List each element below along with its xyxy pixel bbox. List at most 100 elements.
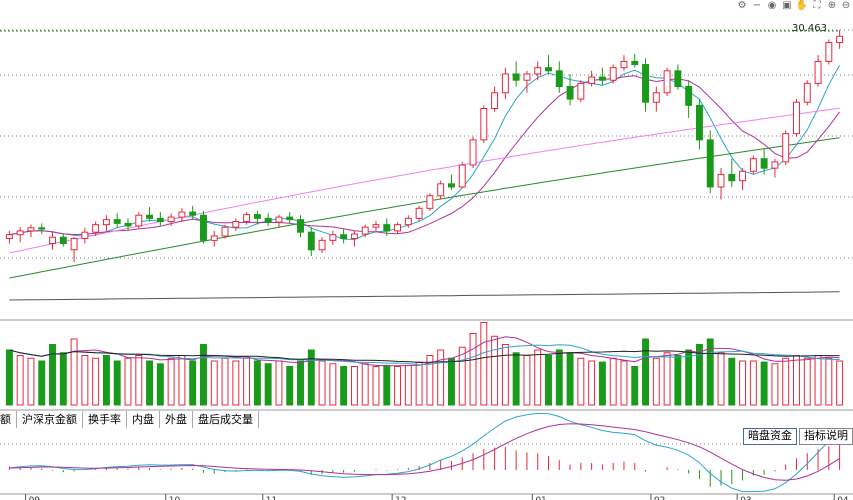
candle-body (523, 73, 531, 81)
volume-bar (566, 352, 574, 406)
candle-body (361, 226, 369, 235)
candle-body (404, 217, 412, 226)
volume-bar (286, 366, 294, 406)
volume-bar (534, 349, 542, 406)
candle-body (598, 76, 606, 81)
volume-bar (631, 366, 639, 406)
volume-bar (793, 355, 800, 406)
candle-body (652, 92, 660, 103)
volume-bar (512, 352, 520, 406)
candle-body (491, 92, 499, 109)
volume-bar (243, 357, 251, 406)
volume-bar (340, 366, 348, 406)
candle-body (372, 224, 380, 228)
ma10-line (9, 75, 841, 236)
volume-bar (156, 363, 164, 406)
candle-body (555, 70, 563, 88)
candles (5, 30, 844, 263)
volume-bar (426, 355, 434, 406)
tab-amount[interactable]: 额 (0, 411, 17, 428)
volume-bar (555, 349, 563, 406)
volume-bar (49, 344, 56, 406)
volume-bar (803, 357, 811, 406)
tab-market-amount[interactable]: 沪深京金额 (17, 411, 83, 428)
date-label: 01 (535, 496, 546, 500)
candle-body (631, 60, 639, 66)
moving-average-lines (9, 64, 841, 301)
volume-bar (59, 352, 67, 406)
candle-body (49, 236, 56, 244)
tab-inner[interactable]: 内盘 (127, 411, 160, 428)
candle-body (695, 104, 703, 141)
candle-body (760, 158, 768, 169)
volume-bars (5, 322, 844, 406)
macd-dif-line (9, 412, 840, 493)
candle-body (728, 173, 736, 182)
volume-bar (253, 360, 261, 406)
tab-dark-fund[interactable]: 暗盘资金 (743, 428, 797, 445)
candle-body (685, 86, 693, 106)
volume-bar (146, 360, 154, 406)
volume-bar (717, 352, 725, 406)
volume-bar (307, 349, 315, 406)
volume-bar (81, 355, 89, 406)
volume-indicator-tabs: 额 沪深京金额 换手率 内盘 外盘 盘后成交量 (0, 411, 259, 428)
volume-bar (577, 357, 585, 406)
fullscreen-icon[interactable]: ⛶ (813, 0, 821, 11)
volume-bar (609, 357, 617, 406)
volume-bar (836, 360, 844, 406)
candle-body (383, 224, 391, 232)
volume-bar (275, 360, 283, 406)
volume-bar (501, 344, 509, 406)
minus-icon[interactable]: − (752, 0, 762, 11)
volume-bar (545, 355, 552, 406)
volume-bar (189, 360, 197, 406)
settings-icon[interactable]: ⚙ (737, 0, 747, 11)
candle-body (210, 235, 218, 241)
tab-indicator-help[interactable]: 指标说明 (799, 428, 853, 445)
tab-after-hours-volume[interactable]: 盘后成交量 (193, 411, 259, 428)
candle-body (588, 76, 596, 84)
candle-body (27, 227, 35, 232)
eye-icon[interactable]: ◉ (767, 0, 777, 11)
volume-bar (685, 349, 693, 406)
candle-body (156, 217, 164, 223)
candle-body (16, 230, 24, 236)
date-axis: 09 10 11 12 01 02 03 04 (25, 494, 849, 500)
volume-bar (491, 335, 499, 406)
volume-bar (728, 357, 736, 406)
tab-outer[interactable]: 外盘 (160, 411, 193, 428)
volume-bar (27, 357, 35, 406)
zoom-out-icon[interactable]: ⊖ (841, 0, 851, 11)
candle-body (167, 216, 175, 223)
candle-body (814, 60, 822, 84)
volume-bar (200, 344, 207, 406)
candle-body (706, 139, 714, 188)
candle-body (81, 231, 89, 239)
shop-icon[interactable]: ▣ (782, 0, 792, 11)
candle-body (426, 195, 434, 209)
candle-body (275, 216, 283, 223)
grid (0, 29, 853, 495)
volume-bar (135, 355, 143, 406)
candle-body (124, 222, 132, 227)
hand-icon[interactable]: ✋ (795, 0, 809, 11)
volume-bar (297, 360, 304, 406)
volume-bar (437, 349, 445, 406)
candle-body (793, 101, 800, 135)
volume-bar (771, 363, 779, 406)
ma30-line (9, 107, 840, 254)
tab-turnover[interactable]: 换手率 (83, 411, 127, 428)
date-label: 11 (266, 496, 277, 500)
volume-ma10-line (9, 344, 840, 366)
zoom-in-icon[interactable]: ⊕ (827, 0, 837, 11)
candle-body (178, 211, 186, 218)
candle-body (717, 173, 725, 188)
volume-bar (167, 357, 175, 406)
volume-bar (706, 338, 714, 406)
volume-bar (447, 357, 455, 406)
candle-body (534, 67, 542, 75)
volume-bar (372, 366, 380, 406)
volume-bar (394, 366, 402, 406)
candle-body (264, 217, 272, 223)
